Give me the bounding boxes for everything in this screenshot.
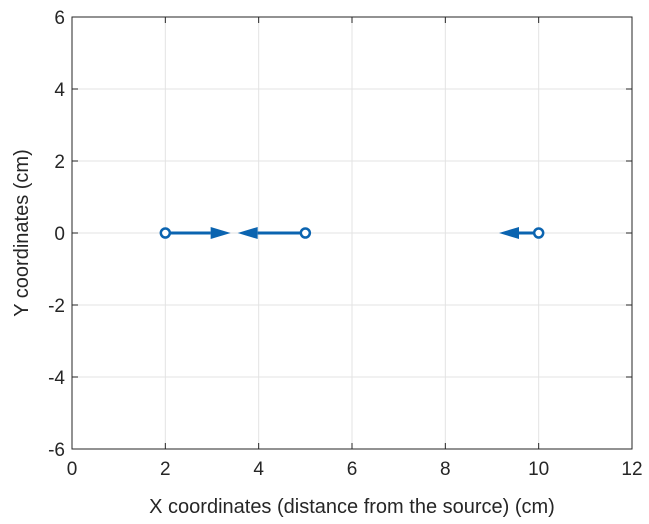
data-point bbox=[532, 227, 545, 239]
data-point bbox=[159, 227, 172, 239]
y-tick-label: 0 bbox=[54, 224, 65, 245]
x-tick-label: 2 bbox=[160, 459, 171, 480]
tick-labels: 0 2 4 6 8 10 12 -6 -4 -2 0 2 4 6 bbox=[48, 8, 642, 480]
y-tick-label: 6 bbox=[54, 8, 65, 29]
y-tick-label: -2 bbox=[48, 296, 65, 317]
y-tick-label: 2 bbox=[54, 152, 65, 173]
y-tick-label: -4 bbox=[48, 368, 65, 389]
y-tick-label: 4 bbox=[54, 80, 65, 101]
y-axis-label: Y coordinates (cm) bbox=[11, 149, 33, 316]
x-tick-label: 10 bbox=[528, 459, 549, 480]
vector-arrowhead bbox=[210, 227, 231, 239]
ticks bbox=[71, 16, 633, 450]
x-tick-label: 4 bbox=[253, 459, 264, 480]
y-tick-label: -6 bbox=[48, 440, 65, 461]
x-tick-label: 8 bbox=[440, 459, 451, 480]
x-tick-label: 6 bbox=[347, 459, 358, 480]
data-layer bbox=[159, 227, 545, 239]
data-point bbox=[299, 227, 312, 239]
x-tick-label: 0 bbox=[67, 459, 78, 480]
vector-arrowhead bbox=[237, 227, 258, 239]
vector-arrowhead bbox=[499, 227, 519, 239]
x-axis-label: X coordinates (distance from the source)… bbox=[149, 496, 555, 518]
x-tick-label: 12 bbox=[621, 459, 642, 480]
